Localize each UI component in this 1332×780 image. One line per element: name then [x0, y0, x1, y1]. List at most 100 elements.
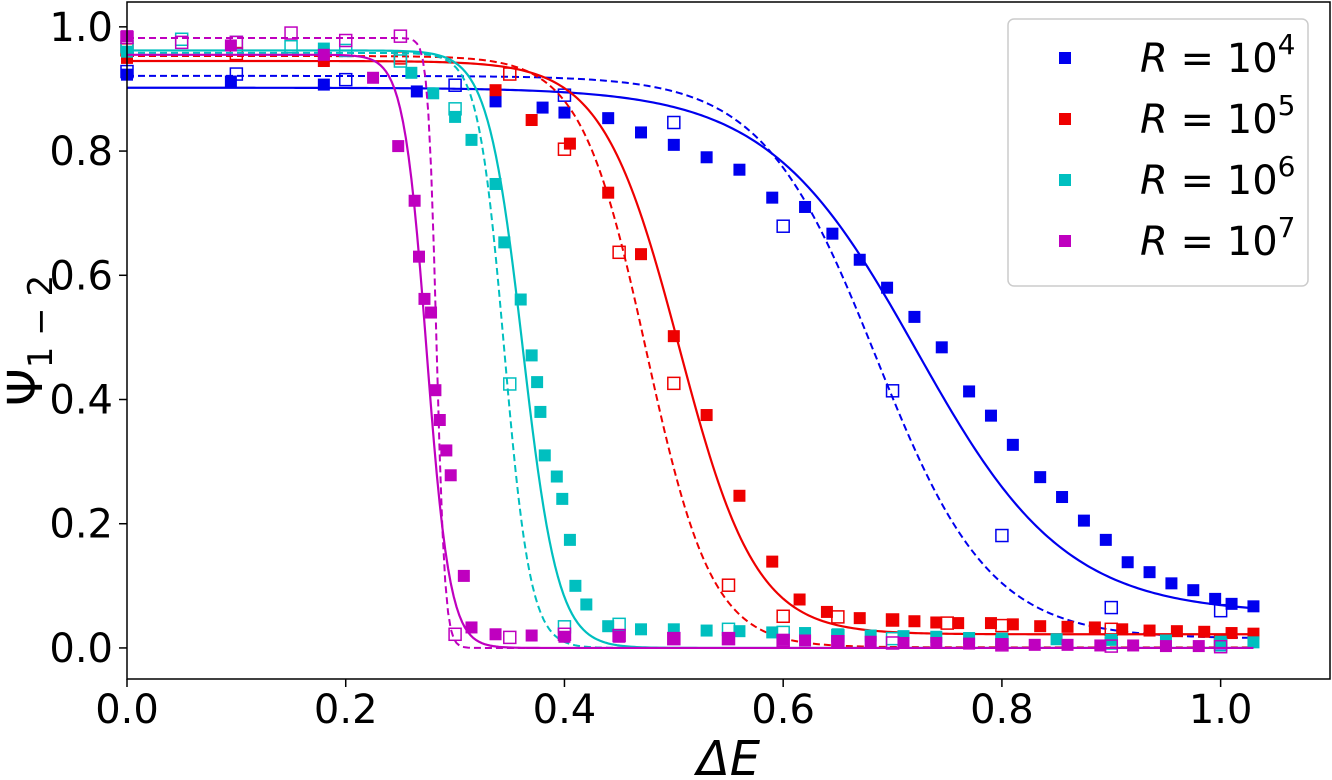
- filled-marker-2-28: [1225, 627, 1238, 640]
- filled-marker-1-12: [733, 163, 746, 176]
- filled-marker-3-13: [538, 449, 551, 462]
- y-tick-label: 0.4: [49, 378, 113, 424]
- filled-marker-4-28: [963, 637, 976, 650]
- y-axis: 0.0 0.2 0.4 0.6 0.8 1.0: [49, 5, 127, 672]
- filled-marker-2-26: [1170, 625, 1183, 638]
- filled-marker-1-25: [1077, 514, 1090, 527]
- filled-marker-2-18: [952, 617, 965, 630]
- filled-marker-1-11: [700, 151, 713, 164]
- filled-marker-2-22: [1061, 620, 1074, 633]
- series-1: [120, 64, 1260, 651]
- x-tick-label: 0.0: [95, 687, 159, 733]
- hollow-marker-2-7: [667, 376, 681, 391]
- filled-marker-2-25: [1143, 624, 1156, 637]
- filled-marker-3-12: [534, 405, 547, 418]
- filled-marker-2-27: [1198, 625, 1211, 638]
- filled-marker-2-4: [525, 114, 538, 127]
- hollow-marker-4-4: [284, 26, 298, 40]
- filled-marker-2-20: [1006, 618, 1019, 631]
- hollow-marker-2-9: [776, 609, 790, 624]
- x-axis: 0.0 0.2 0.4 0.6 0.8 1.0: [95, 679, 1252, 733]
- filled-marker-1-15: [826, 227, 839, 240]
- filled-marker-4-4: [367, 71, 380, 84]
- filled-marker-1-30: [1187, 584, 1200, 597]
- filled-marker-2-24: [1116, 623, 1129, 636]
- filled-marker-1-33: [1247, 600, 1260, 613]
- filled-marker-4-6: [408, 194, 421, 207]
- hollow-marker-3-10: [612, 617, 626, 632]
- filled-marker-4-32: [1094, 639, 1107, 652]
- x-tick-label: 0.4: [533, 687, 597, 733]
- plot-frame: [126, 1, 1331, 680]
- hollow-marker-2-8: [721, 578, 736, 592]
- y-tick-label: 1.0: [49, 5, 113, 51]
- filled-marker-4-16: [489, 628, 502, 641]
- filled-marker-3-19: [602, 620, 615, 633]
- filled-marker-4-9: [425, 306, 438, 319]
- filled-marker-3-16: [563, 533, 576, 546]
- filled-marker-4-33: [1127, 639, 1140, 652]
- filled-marker-2-14: [853, 612, 866, 625]
- filled-marker-3-7: [489, 177, 502, 190]
- filled-marker-4-34: [1159, 640, 1172, 653]
- filled-marker-4-14: [457, 569, 470, 582]
- filled-marker-3-3: [405, 66, 418, 79]
- filled-marker-1-32: [1225, 597, 1238, 610]
- filled-marker-4-30: [1028, 638, 1041, 651]
- y-axis-label-main: Ψ: [0, 368, 54, 406]
- hollow-marker-1-10: [1104, 600, 1119, 615]
- hollow-marker-3-6: [393, 54, 408, 68]
- filled-marker-3-5: [449, 110, 462, 123]
- hollow-marker-4-2: [174, 35, 189, 50]
- y-tick-label: 0.2: [49, 502, 113, 548]
- filled-marker-1-2: [224, 75, 237, 88]
- filled-marker-1-24: [1056, 491, 1069, 504]
- filled-marker-3-18: [580, 598, 593, 611]
- hollow-marker-4-6: [393, 29, 408, 43]
- filled-marker-3-11: [531, 376, 544, 389]
- filled-marker-1-5: [489, 95, 502, 108]
- filled-marker-1-22: [1006, 438, 1019, 451]
- filled-marker-1-16: [853, 253, 866, 266]
- filled-marker-4-27: [930, 636, 943, 649]
- legend-marker-3: [1059, 174, 1071, 186]
- legend-entry-1: R = 104: [1140, 28, 1295, 82]
- hollow-marker-1-8: [885, 384, 900, 398]
- filled-marker-2-21: [1034, 620, 1047, 633]
- filled-marker-2-16: [908, 615, 921, 628]
- filled-marker-3-4: [427, 87, 440, 100]
- filled-marker-4-2: [224, 39, 237, 52]
- legend-marker-1: [1059, 52, 1071, 64]
- hollow-marker-1-6: [667, 115, 681, 130]
- filled-marker-2-23: [1088, 621, 1101, 634]
- hollow-marker-3-8: [503, 377, 517, 391]
- legend-marker-2: [1059, 113, 1071, 125]
- filled-marker-4-20: [667, 632, 680, 645]
- filled-marker-3-24: [766, 626, 779, 639]
- filled-marker-1-31: [1209, 592, 1222, 605]
- filled-marker-4-19: [613, 630, 626, 643]
- y-axis-label: Ψ1 − 2: [0, 275, 61, 406]
- x-axis-label: ΔE: [693, 731, 761, 780]
- fit-line-dashed-4: [127, 37, 1254, 649]
- filled-marker-2-3: [489, 84, 502, 97]
- filled-marker-1-28: [1143, 566, 1156, 579]
- filled-marker-3-15: [556, 492, 569, 505]
- x-tick-label: 0.6: [751, 687, 815, 733]
- filled-marker-4-23: [799, 634, 812, 647]
- filled-marker-2-8: [667, 330, 680, 343]
- hollow-marker-3-4: [284, 39, 298, 54]
- filled-marker-4-8: [418, 292, 431, 305]
- filled-marker-4-21: [722, 632, 735, 645]
- plot-marks: [120, 26, 1260, 654]
- filled-marker-2-19: [984, 617, 997, 630]
- x-tick-label: 0.8: [970, 687, 1034, 733]
- fit-line-solid-1: [126, 86, 1254, 610]
- y-axis-label-subscript: 1 − 2: [21, 275, 61, 368]
- hollow-marker-2-4: [503, 67, 517, 81]
- filled-marker-4-35: [1192, 640, 1205, 653]
- filled-marker-2-5: [563, 137, 576, 150]
- filled-marker-4-29: [995, 638, 1008, 651]
- filled-marker-4-11: [433, 414, 446, 427]
